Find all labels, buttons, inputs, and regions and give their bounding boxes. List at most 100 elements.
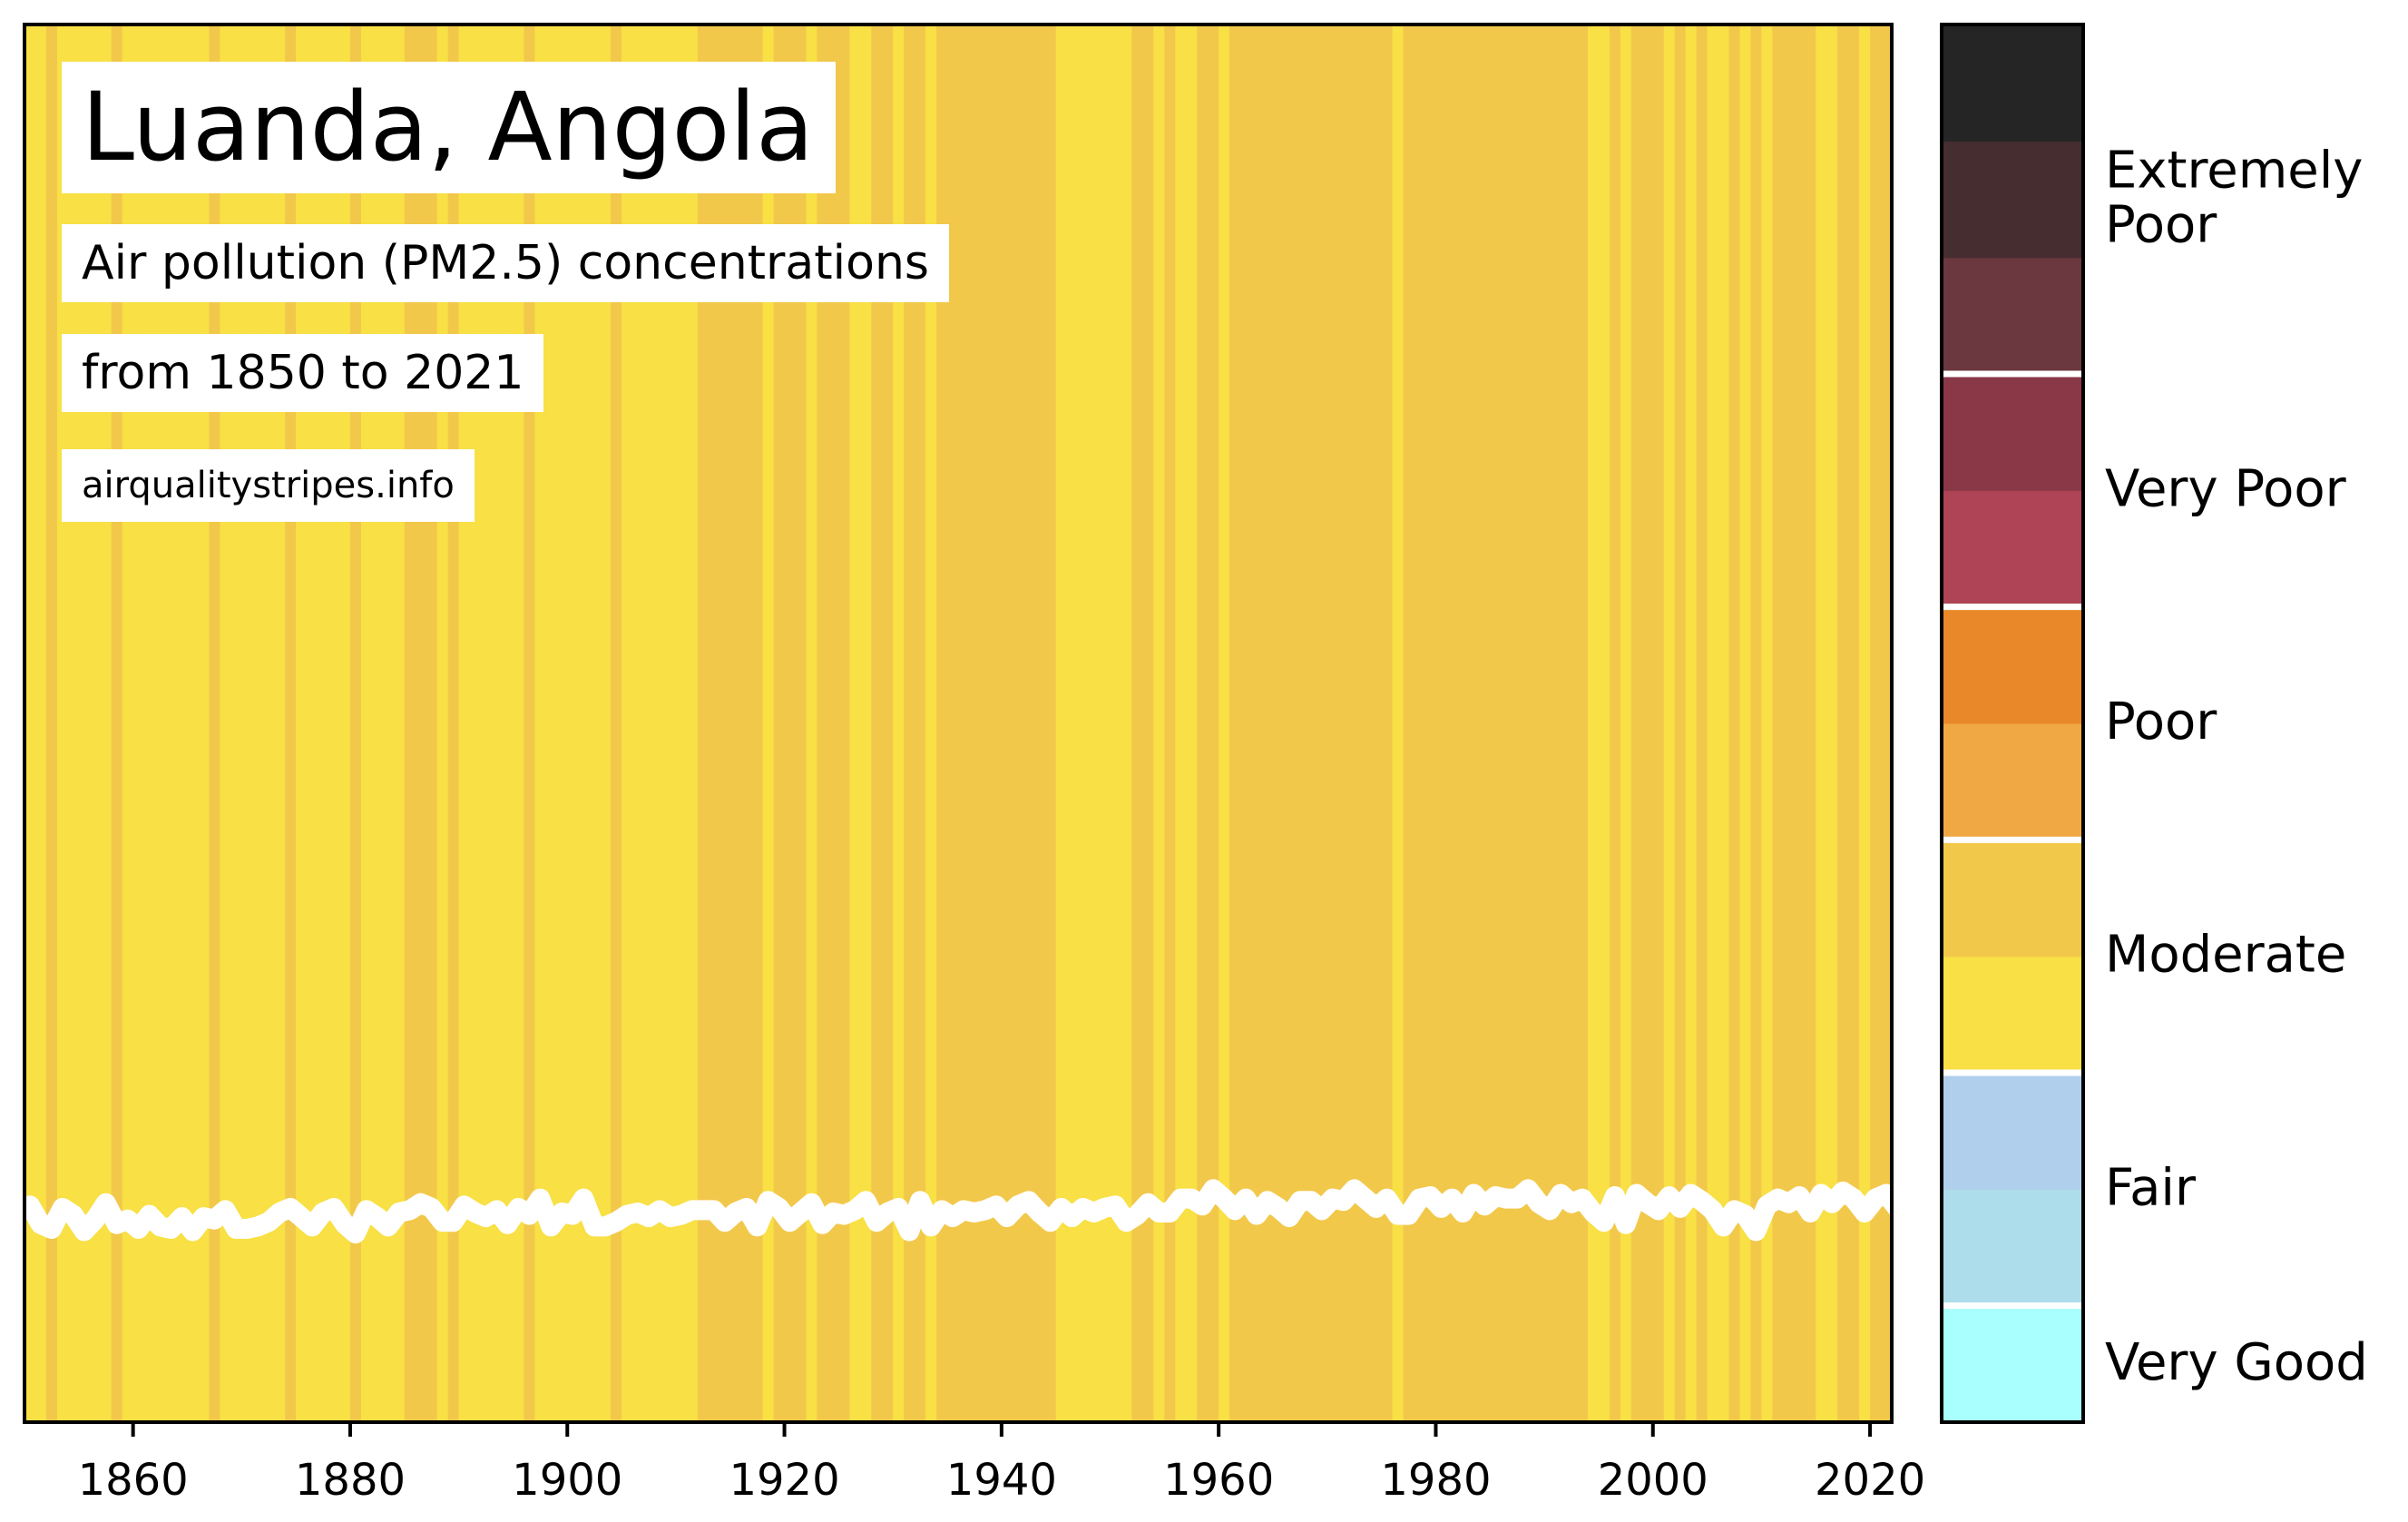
colorbar-swatch-1 [1942,1189,2083,1307]
x-tick-label-1980: 1980 [1380,1455,1491,1506]
colorbar-label-poor: Poor [2105,692,2217,751]
stripe-1942 [1023,25,1035,1422]
stripe-1995 [1598,25,1610,1422]
stripe-2011 [1772,25,1784,1422]
stripe-1899 [556,25,568,1422]
stripe-1972 [1348,25,1361,1422]
stripe-1968 [1305,25,1317,1422]
x-tick-label-2020: 2020 [1815,1455,1925,1506]
stripe-1967 [1294,25,1307,1422]
stripe-1998 [1630,25,1643,1422]
colorbar-swatch-5 [1942,723,2083,840]
stripe-1914 [719,25,731,1422]
stripe-1951 [1121,25,1133,1422]
stripe-1918 [762,25,775,1422]
stripe-1982 [1457,25,1469,1422]
stripe-2006 [1718,25,1730,1422]
pm25-line-layer [20,1179,1918,1244]
stripe-1984 [1479,25,1491,1422]
stripe-1938 [979,25,992,1422]
stripe-1850 [24,25,36,1422]
stripe-1936 [958,25,970,1422]
stripe-1954 [1153,25,1165,1422]
stripe-1963 [1251,25,1263,1422]
stripe-1960 [1219,25,1230,1422]
stripe-1924 [827,25,839,1422]
stripe-1955 [1164,25,1176,1422]
stripe-1930 [893,25,905,1422]
stripe-1961 [1229,25,1241,1422]
stripe-1985 [1490,25,1502,1422]
stripe-1910 [675,25,688,1422]
stripe-1947 [1077,25,1090,1422]
x-tick-label-1940: 1940 [946,1455,1057,1506]
stripe-1943 [1033,25,1046,1422]
colorbar-swatch-10 [1942,141,2083,259]
stripe-1926 [849,25,861,1422]
stripe-1969 [1316,25,1328,1422]
stripe-1956 [1175,25,1187,1422]
stripe-1915 [729,25,742,1422]
stripe-1971 [1337,25,1350,1422]
stripe-1946 [1066,25,1079,1422]
stripe-1976 [1392,25,1405,1422]
stripe-1973 [1359,25,1372,1422]
x-tick-label-1900: 1900 [512,1455,622,1506]
stripe-2009 [1750,25,1763,1422]
stripe-1900 [567,25,579,1422]
stripe-2018 [1848,25,1860,1422]
stripe-1952 [1131,25,1144,1422]
stripe-1911 [686,25,699,1422]
stripe-1978 [1414,25,1426,1422]
colorbar-label-very-good: Very Good [2105,1333,2368,1392]
x-tick-label-1880: 1880 [295,1455,406,1506]
colorbar [1940,23,2085,1424]
stripe-2002 [1674,25,1687,1422]
stripe-1974 [1370,25,1383,1422]
year-range-label: from 1850 to 2021 [62,334,544,413]
stripe-1905 [622,25,633,1422]
stripe-1996 [1609,25,1621,1422]
stripe-1958 [1197,25,1209,1422]
stripe-1940 [1001,25,1013,1422]
x-axis: 1860 1880 1900 1920 1940 1960 1980 2000 2020 [78,1422,1925,1506]
stripe-1919 [773,25,786,1422]
stripe-1945 [1055,25,1068,1422]
stripe-1851 [34,25,47,1422]
stripe-1912 [697,25,710,1422]
colorbar-swatch-4 [1942,840,2083,957]
colorbar-frame [1940,23,2085,1424]
stripe-1944 [1044,25,1057,1422]
stripe-2000 [1652,25,1665,1422]
stripe-1935 [947,25,959,1422]
x-tick-label-1860: 1860 [78,1455,189,1506]
stripe-1907 [643,25,655,1422]
stripe-1959 [1208,25,1219,1422]
stripe-2010 [1761,25,1773,1422]
stripe-1949 [1099,25,1111,1422]
stripe-1948 [1088,25,1101,1422]
stripe-2014 [1805,25,1816,1422]
x-tick-label-2000: 2000 [1598,1455,1708,1506]
stripe-1983 [1468,25,1480,1422]
colorbar-label-extremely-poor: Extremely Poor [2105,142,2363,255]
stripe-1997 [1620,25,1632,1422]
stripe-2008 [1739,25,1752,1422]
pm25-line [20,1179,1918,1244]
stripe-1975 [1381,25,1394,1422]
stripe-1986 [1501,25,1512,1422]
stripe-1966 [1283,25,1296,1422]
stripe-1941 [1012,25,1024,1422]
stripe-1970 [1326,25,1339,1422]
stripe-1981 [1446,25,1458,1422]
x-tick-label-1960: 1960 [1163,1455,1274,1506]
stripe-1991 [1555,25,1567,1422]
stripe-2005 [1707,25,1719,1422]
chart-title: Luanda, Angola [62,62,836,193]
stripe-1933 [925,25,937,1422]
colorbar-swatch-3 [1942,956,2083,1074]
stripe-2016 [1826,25,1838,1422]
stripe-1953 [1142,25,1154,1422]
stripe-1917 [751,25,764,1422]
stripe-1906 [632,25,644,1422]
